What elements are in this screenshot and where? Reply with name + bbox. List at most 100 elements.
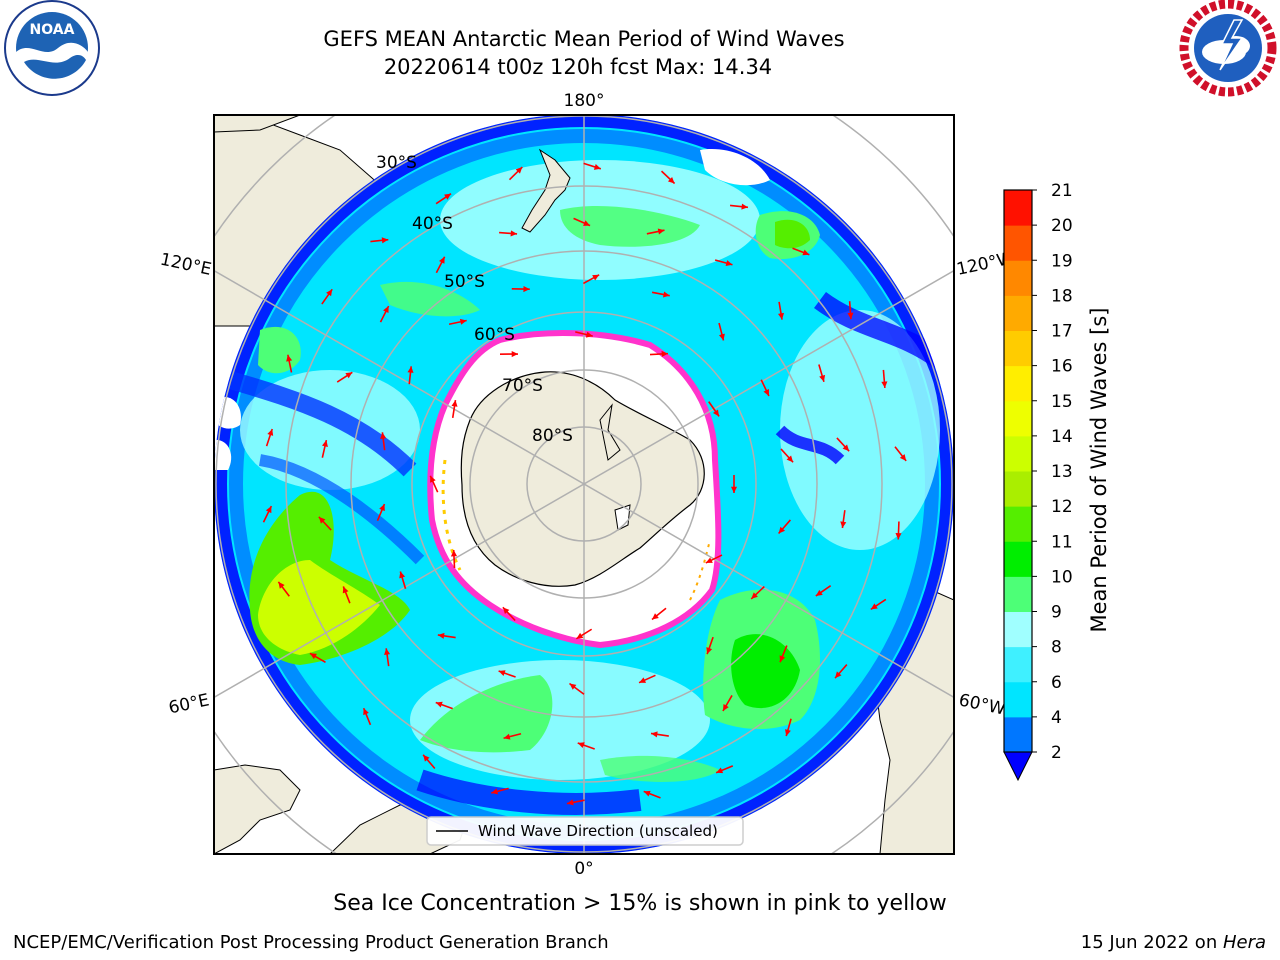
lat-label-80s: 80°S (532, 426, 573, 446)
colorbar-segment (1004, 260, 1032, 296)
wave-vector-head (835, 671, 842, 679)
wave-vector-head (286, 354, 293, 362)
lon-label-60w: 60°W (957, 690, 1007, 719)
wave-vector-head (437, 632, 445, 639)
wind-wave-vectors (262, 162, 907, 806)
colorbar-tick-label: 11 (1051, 532, 1073, 552)
colorbar-tick-label: 9 (1051, 603, 1062, 623)
wave-vector-head (435, 701, 443, 708)
wave-vector-head (451, 400, 458, 407)
wave-vector-head (309, 653, 317, 660)
colorbar-tick-label: 15 (1051, 392, 1073, 412)
wave-vector-head (651, 613, 659, 620)
wave-vector-head (423, 754, 430, 762)
wave-vector-head (667, 176, 675, 184)
colorbar-segment (1004, 471, 1032, 507)
wave-vector-head (639, 677, 647, 683)
colorbar-tick-label: 18 (1051, 286, 1073, 306)
wave-vector-head (444, 193, 452, 200)
wave-vector-head (784, 729, 791, 737)
wave-vector-head (662, 291, 670, 298)
wave-vector-head (842, 444, 850, 452)
wave-vector-head (566, 799, 574, 806)
lat-label-40s: 40°S (412, 214, 453, 234)
wave-vector-head (383, 306, 389, 314)
wave-vector-head (778, 312, 785, 320)
colorbar-segment (1004, 681, 1032, 718)
footer-credit: NCEP/EMC/Verification Post Processing Pr… (13, 932, 609, 953)
colorbar-segment (1004, 400, 1032, 437)
nws-logo (1179, 0, 1277, 97)
colorbar-segment (1004, 541, 1032, 577)
colorbar-segment (1004, 435, 1032, 472)
wave-vector-head (384, 648, 391, 655)
wave-vector-head (657, 228, 665, 235)
wave-vector-head (407, 366, 414, 373)
wave-vector-head (318, 516, 326, 524)
colorbar-tick-label: 10 (1051, 567, 1073, 587)
wave-vector-head (523, 286, 530, 293)
lat-label-70s: 70°S (502, 376, 543, 396)
colorbar-segment (1004, 611, 1032, 648)
wave-vector-head (705, 557, 713, 563)
wave-vector-head (722, 704, 729, 711)
wave-vector-head (870, 603, 878, 610)
wave-vector-head (511, 351, 518, 358)
africa-landmass (214, 764, 301, 854)
wave-vector-head (730, 486, 738, 493)
polar-map: Wind Wave Direction (unscaled) (214, 115, 954, 854)
wave-vector-head (593, 164, 601, 170)
wave-vector-head (326, 289, 333, 297)
wave-vector-head (847, 312, 854, 320)
svg-text:NOAA: NOAA (30, 22, 75, 38)
wave-vector-head (380, 432, 387, 439)
wave-vector-head (716, 767, 724, 774)
wave-vector-head (661, 350, 668, 357)
wave-vector-head (712, 409, 720, 417)
wave-vector-head (840, 521, 847, 529)
colorbar-segment (1004, 716, 1032, 753)
colorbar-tick-label: 19 (1051, 251, 1073, 271)
noaa-logo: NOAA (4, 0, 100, 96)
vector-legend: Wind Wave Direction (unscaled) (426, 816, 744, 846)
wave-vector-head (569, 683, 577, 690)
colorbar-tick-label: 6 (1051, 673, 1062, 693)
wave-vector-head (267, 428, 274, 436)
wave-vector-head (895, 533, 902, 540)
colorbar-tick-label: 12 (1051, 497, 1073, 517)
footer-date-text: 15 Jun 2022 on (1080, 932, 1223, 953)
wave-vector-head (592, 274, 600, 281)
wave-vector-head (706, 647, 713, 655)
map-title: GEFS MEAN Antarctic Mean Period of Wind … (323, 27, 845, 51)
wave-vector-head (498, 670, 506, 677)
colorbar-segment (1004, 295, 1032, 331)
lon-label-180: 180° (564, 91, 605, 111)
lat-label-60s: 60°S (474, 325, 515, 345)
wave-vector-head (502, 607, 510, 615)
lon-label-60e: 60°E (167, 690, 211, 718)
wave-vector-head (577, 742, 585, 748)
footer-host: Hera (1222, 932, 1266, 953)
lon-label-120e: 120°E (158, 250, 213, 280)
colorbar-tick-label: 17 (1051, 322, 1073, 342)
colorbar-label: Mean Period of Wind Waves [s] (1087, 308, 1111, 633)
new-zealand-landmass (521, 148, 571, 233)
colorbar-tick-label: 2 (1051, 743, 1062, 763)
wave-vector-head (379, 504, 385, 512)
legend-label: Wind Wave Direction (unscaled) (478, 822, 718, 840)
colorbar-tick-label: 21 (1051, 181, 1073, 201)
wave-vector-head (321, 440, 328, 447)
wave-vector-head (503, 733, 511, 740)
colorbar-segment (1004, 365, 1032, 402)
wave-vector-head (583, 220, 591, 226)
colorbar-segment (1004, 225, 1032, 261)
wave-vector-head (741, 203, 748, 210)
wave-vector-head (779, 655, 786, 663)
wave-vector-head (381, 237, 389, 244)
wave-vector-head (459, 318, 467, 325)
lat-label-50s: 50°S (444, 272, 485, 292)
colorbar-tick-label: 20 (1051, 216, 1073, 236)
wave-vector-head (778, 526, 786, 534)
colorbar-tick-label: 8 (1051, 638, 1062, 658)
colorbar-extend-arrow (1003, 751, 1033, 782)
